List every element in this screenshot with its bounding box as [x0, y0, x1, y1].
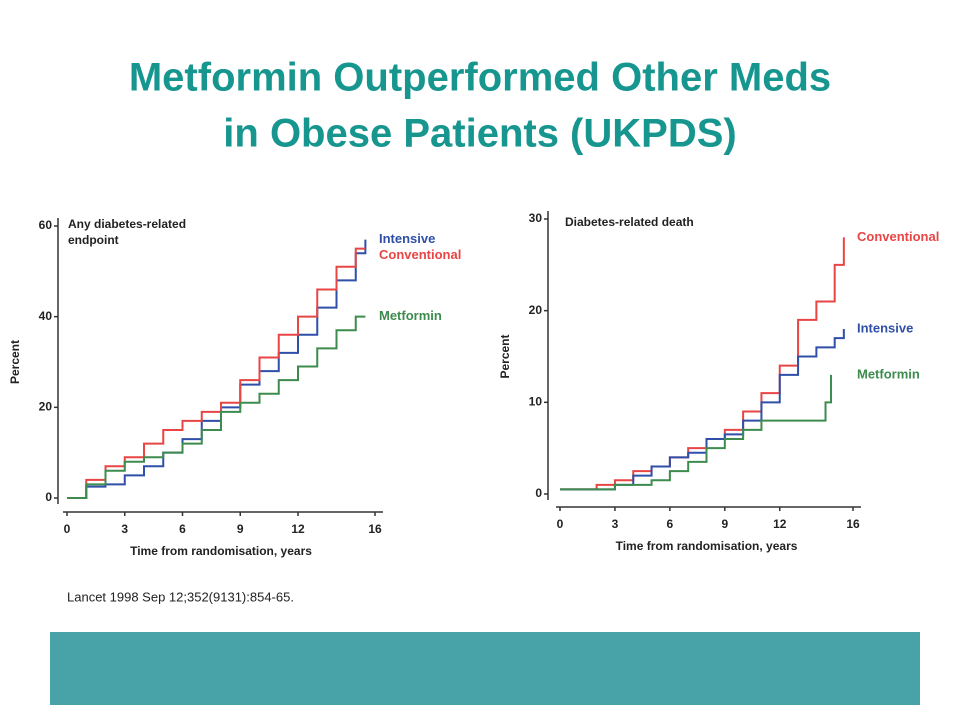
legend-label: Intensive: [857, 320, 913, 335]
series-line: [560, 237, 845, 491]
x-tick-label: 9: [721, 517, 728, 531]
x-tick-label: 9: [237, 522, 244, 536]
x-tick-label: 0: [64, 522, 71, 536]
y-tick-label: 40: [39, 309, 53, 323]
x-tick-label: 12: [291, 522, 305, 536]
legend-label: Conventional: [857, 229, 939, 244]
chart-annotation: Diabetes-related death: [565, 215, 694, 229]
x-axis-label: Time from randomisation, years: [130, 544, 312, 558]
y-axis-label: Percent: [498, 334, 512, 378]
footer-bar: [50, 632, 920, 705]
legend-label: Metformin: [379, 308, 442, 323]
series-line: [67, 247, 366, 499]
x-tick-label: 3: [121, 522, 128, 536]
legend-label: Conventional: [379, 247, 461, 262]
x-tick-label: 0: [557, 517, 564, 531]
citation: Lancet 1998 Sep 12;352(9131):854-65.: [67, 589, 294, 604]
y-tick-label: 10: [529, 395, 543, 409]
x-tick-label: 12: [773, 517, 787, 531]
y-tick-label: 0: [45, 490, 52, 504]
y-tick-label: 30: [529, 211, 543, 225]
slide-title: Metformin Outperformed Other Meds: [129, 56, 831, 100]
x-tick-label: 16: [846, 517, 860, 531]
y-tick-label: 60: [39, 218, 53, 232]
legend-label: Metformin: [857, 366, 920, 381]
x-tick-label: 3: [612, 517, 619, 531]
series-line: [560, 329, 845, 491]
chart-annotation: Any diabetes-related endpoint: [68, 217, 187, 247]
y-tick-label: 20: [39, 400, 53, 414]
slide-title: in Obese Patients (UKPDS): [223, 112, 736, 156]
series-line: [67, 239, 367, 499]
x-tick-label: 6: [667, 517, 674, 531]
x-tick-label: 6: [179, 522, 186, 536]
y-tick-label: 20: [529, 303, 543, 317]
y-axis-label: Percent: [8, 340, 22, 384]
series-line: [560, 374, 833, 491]
legend-label: Intensive: [379, 231, 435, 246]
y-tick-label: 0: [535, 486, 542, 500]
x-tick-label: 16: [368, 522, 382, 536]
x-axis-label: Time from randomisation, years: [616, 539, 798, 553]
series-line: [67, 315, 366, 499]
